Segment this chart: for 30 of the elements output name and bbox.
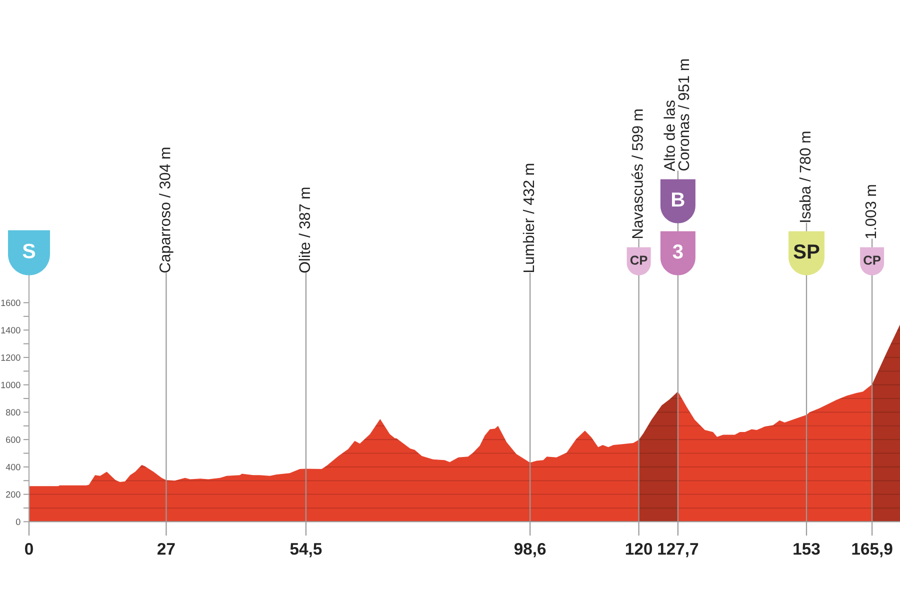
y-tick-label: 800 [6,409,20,416]
text: B [672,192,684,207]
y-tick-label: 400 [6,464,20,470]
annotation: 3 [672,244,683,259]
y-tick-label: 600 [6,436,20,443]
text: S [22,244,36,258]
ref-line-label: Caparroso / 304 m [159,148,174,273]
x-tick-label: 153 [794,542,820,555]
y-tick-label: 1000 [1,382,20,388]
annotation: SP [794,244,820,259]
annotation: CP [630,256,648,265]
annotation: CP [864,256,881,265]
x-tick-label: 127,7 [658,542,698,558]
ref-line-label: 1.003 m [865,185,876,238]
ref-line-label: Olite / 387 m [298,188,310,273]
y-tick-label: 1600 [1,300,20,306]
y-tick-label: 1400 [1,327,20,334]
ref-line-label: Navascués / 599 m [632,110,643,238]
y-tick-label: 200 [6,491,20,498]
x-tick-label: 165,9 [852,542,892,558]
x-tick-label: 54,5 [290,543,322,558]
x-tick-label: 0 [25,542,33,555]
y-tick-label: 1200 [1,354,20,361]
x-tick-label: 98,6 [514,542,546,558]
ref-line-label: Alto de las Coronas / 951 m [664,59,690,172]
y-tick-label: 0 [16,518,20,526]
x-tick-label: 120 [626,542,652,555]
ref-line-label: Isaba / 780 m [799,132,811,222]
x-tick-label: 27 [158,542,175,555]
ref-line-label: Lumbier / 432 m [522,164,534,272]
